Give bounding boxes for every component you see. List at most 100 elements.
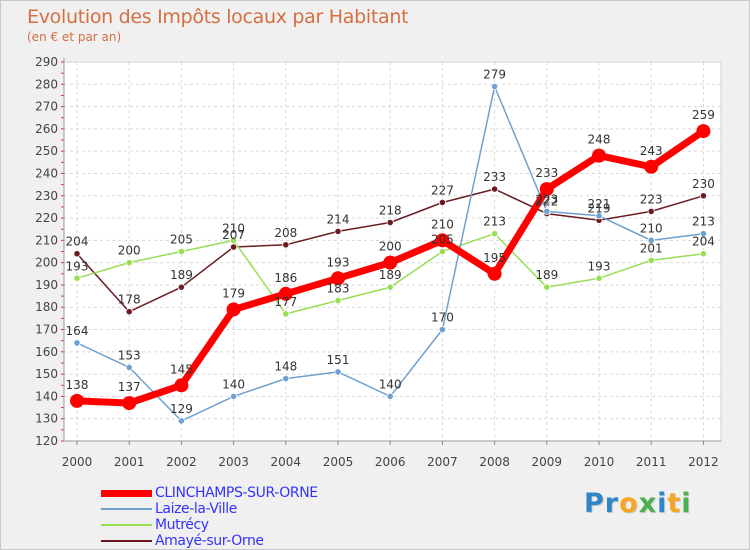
legend-label: Amayé-sur-Orne [155, 533, 264, 549]
logo-letter: r [604, 488, 620, 519]
data-point [334, 227, 342, 236]
data-point [125, 308, 133, 316]
x-tick-label: 2007 [427, 455, 458, 469]
data-point [230, 392, 238, 401]
data-point [539, 182, 554, 197]
data-label: 179 [222, 286, 245, 300]
logo-letter: t [667, 488, 682, 519]
data-label: 178 [118, 293, 141, 307]
data-label: 207 [222, 228, 245, 242]
y-tick-label: 210 [35, 233, 58, 247]
data-label: 248 [588, 133, 611, 147]
data-label: 195 [483, 251, 506, 265]
data-label: 140 [379, 377, 402, 391]
logo-letter: i [681, 488, 692, 519]
logo-letter: o [619, 488, 639, 519]
y-tick-label: 180 [35, 300, 58, 314]
data-label: 230 [692, 177, 715, 191]
legend-swatch [101, 540, 152, 542]
data-label: 200 [379, 240, 402, 254]
data-point [386, 392, 394, 401]
data-label: 214 [327, 212, 350, 226]
data-point [226, 302, 241, 317]
data-point [73, 339, 81, 347]
chart-subtitle: (en € et par an) [27, 30, 122, 44]
data-point [125, 363, 133, 372]
x-tick-label: 2008 [479, 455, 510, 469]
data-point [438, 198, 446, 207]
data-label: 210 [640, 221, 663, 235]
data-point [282, 374, 290, 383]
y-tick-label: 240 [35, 166, 58, 180]
data-label: 221 [588, 197, 611, 211]
x-tick-label: 2000 [62, 455, 93, 469]
data-label: 151 [327, 353, 350, 367]
y-tick-label: 260 [35, 122, 58, 136]
logo-letter: x [638, 488, 658, 519]
y-tick-label: 150 [35, 367, 58, 381]
data-point [490, 230, 499, 238]
data-point [334, 296, 342, 305]
x-tick-label: 2011 [636, 455, 667, 469]
data-point [73, 274, 81, 282]
data-label: 193 [588, 259, 611, 273]
data-label: 193 [327, 255, 350, 269]
data-label: 148 [274, 360, 297, 374]
data-label: 204 [692, 235, 715, 249]
data-label: 183 [327, 282, 350, 296]
data-label: 213 [692, 215, 715, 229]
data-label: 205 [431, 233, 454, 247]
chart-title: Evolution des Impôts locaux par Habitant [27, 6, 409, 28]
data-label: 243 [640, 144, 663, 158]
data-label: 210 [222, 221, 245, 235]
x-tick-label: 2006 [375, 455, 406, 469]
data-point [125, 259, 133, 267]
x-tick-label: 2010 [584, 455, 615, 469]
data-point [282, 310, 290, 318]
x-tick-label: 2003 [218, 455, 249, 469]
x-tick-label: 2002 [166, 455, 197, 469]
y-tick-label: 270 [35, 100, 58, 114]
data-point [386, 218, 394, 227]
data-label: 145 [170, 362, 193, 376]
data-point [487, 266, 502, 281]
legend-label: Laize-la-Ville [155, 501, 237, 517]
data-label: 153 [118, 348, 141, 362]
data-point [230, 243, 238, 251]
data-label: 223 [640, 192, 663, 206]
data-point [386, 283, 394, 291]
data-point [699, 230, 708, 238]
data-label: 223 [535, 192, 558, 206]
data-label: 177 [274, 295, 297, 309]
data-point [696, 124, 711, 139]
data-point [592, 148, 606, 163]
data-point [543, 207, 551, 215]
data-point [647, 207, 655, 215]
legend-label: Mutrécy [155, 517, 209, 533]
data-label: 189 [170, 268, 193, 282]
data-label: 200 [118, 244, 141, 258]
data-point [543, 283, 551, 291]
data-point [699, 192, 708, 200]
logo-letter: P [584, 488, 605, 519]
legend-swatch [101, 524, 152, 526]
y-tick-label: 200 [35, 256, 58, 270]
y-tick-label: 230 [35, 189, 58, 203]
y-tick-label: 130 [35, 412, 58, 426]
data-point [331, 271, 345, 286]
data-label: 170 [431, 311, 454, 325]
logo-letter: i [657, 488, 668, 519]
data-label: 193 [66, 259, 89, 273]
data-label: 137 [118, 380, 141, 394]
data-label: 201 [640, 241, 663, 255]
legend-swatch [101, 508, 152, 510]
data-point [230, 236, 238, 244]
data-point [73, 250, 81, 258]
x-tick-label: 2004 [271, 455, 302, 469]
legend-swatch [101, 489, 152, 497]
data-point [438, 247, 446, 256]
data-point [383, 255, 398, 270]
data-label: 208 [274, 226, 297, 240]
y-tick-label: 160 [35, 345, 58, 359]
